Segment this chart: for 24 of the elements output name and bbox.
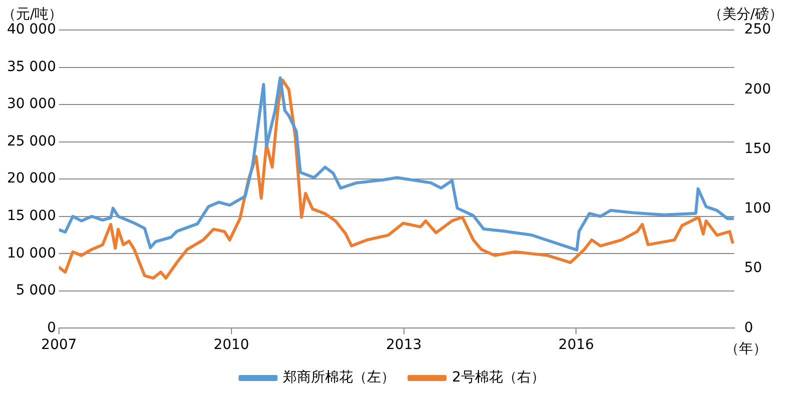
y-tick-label: 20 000 <box>6 170 56 187</box>
y-tick-label: 10 000 <box>6 245 56 262</box>
x-axis-title: （年） <box>725 340 767 357</box>
y2-tick-label: 250 <box>744 22 772 38</box>
x-tick-label: 2007 <box>41 337 77 354</box>
y2-tick-label: 0 <box>744 320 754 336</box>
y-tick-label: 40 000 <box>6 22 56 38</box>
legend-label: 2号棉花（右） <box>452 370 545 386</box>
x-tick-label: 2016 <box>558 337 594 354</box>
x-tick-label: 2010 <box>214 337 250 354</box>
y2-tick-label: 150 <box>744 140 772 157</box>
y2-tick-label: 50 <box>744 260 762 276</box>
y2-axis-title: （美分/磅） <box>708 6 783 23</box>
y-tick-label: 0 <box>47 320 56 336</box>
y-tick-label: 5 000 <box>16 282 56 299</box>
legend-label: 郑商所棉花（左） <box>283 370 396 386</box>
y2-tick-label: 200 <box>744 81 772 98</box>
y-tick-label: 35 000 <box>6 58 56 75</box>
y-tick-label: 25 000 <box>6 133 56 150</box>
y2-tick-label: 100 <box>744 200 772 217</box>
x-tick-label: 2013 <box>386 337 422 354</box>
y-tick-label: 30 000 <box>6 96 56 112</box>
y-tick-label: 15 000 <box>6 208 56 224</box>
y-axis-title: （元/吨） <box>2 6 63 23</box>
